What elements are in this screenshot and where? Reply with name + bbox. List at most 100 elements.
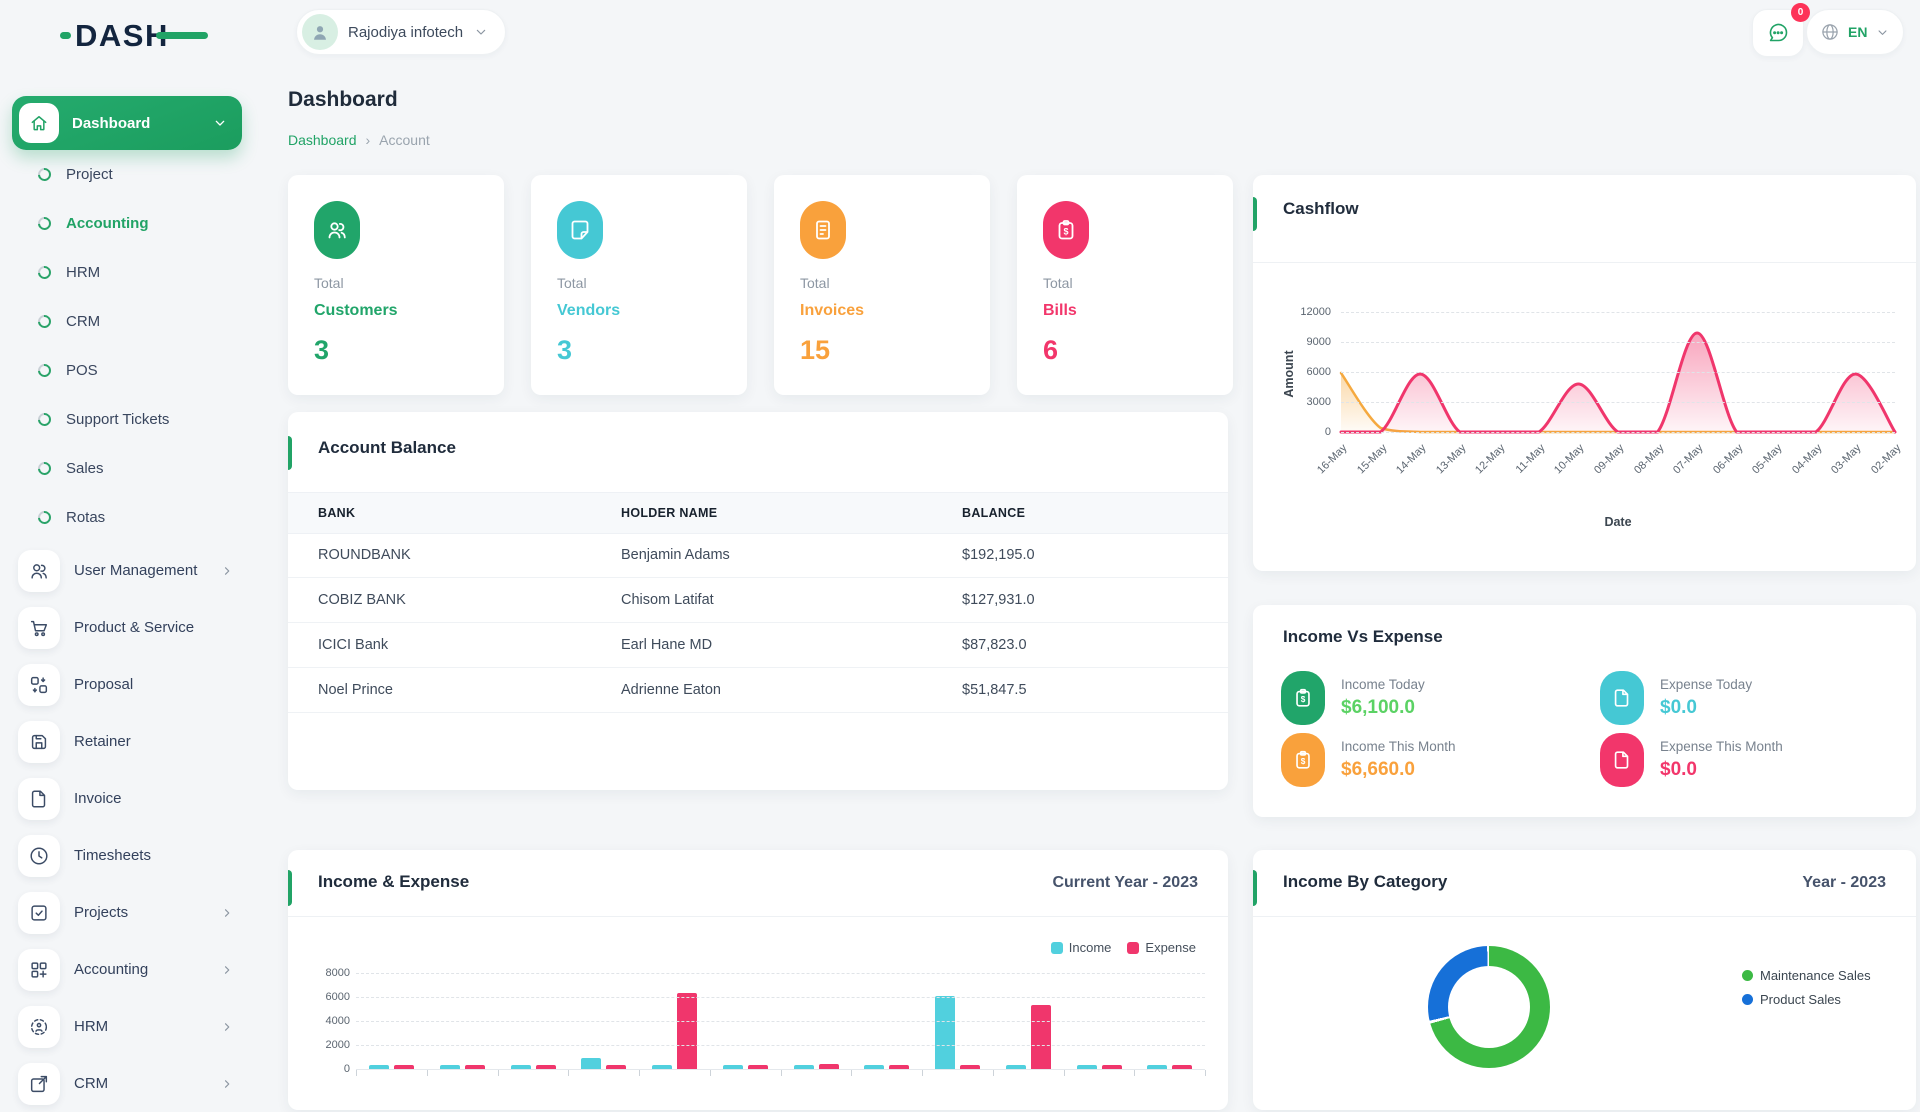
company-name: Rajodiya infotech: [348, 23, 464, 41]
stat-card-vendors: Total Vendors 3: [531, 175, 747, 395]
sidebar-item-accounting[interactable]: Accounting: [12, 199, 244, 248]
chevron-right-icon-slot: [220, 1020, 234, 1034]
bar-income: [369, 1065, 389, 1069]
sidebar-item-crm[interactable]: CRM: [12, 297, 244, 346]
bar-ytick: 8000: [325, 967, 350, 979]
sidebar-item-invoice[interactable]: Invoice: [12, 770, 244, 827]
sidebar-item-proposal[interactable]: Proposal: [12, 656, 244, 713]
sidebar-item-sales[interactable]: Sales: [12, 444, 244, 493]
company-dropdown[interactable]: Rajodiya infotech: [296, 9, 507, 55]
brand-logo: DASH: [60, 18, 208, 53]
sidebar-item-label: Sales: [66, 460, 104, 477]
swap-icon-tile: [18, 663, 60, 706]
sidebar-item-label: Invoice: [74, 790, 122, 807]
table-row: Noel Prince Adrienne Eaton $51,847.5: [288, 667, 1228, 713]
gridline: [1341, 312, 1895, 313]
bullet-icon: [35, 508, 54, 527]
cashflow-ytick: 12000: [1300, 306, 1331, 318]
sidebar-item-dashboard[interactable]: Dashboard: [12, 96, 242, 150]
bank-cell: Noel Prince: [318, 681, 393, 698]
axis-tick: [1205, 1070, 1206, 1076]
ive-value-income-this-month: $6,660.0: [1341, 759, 1415, 780]
sidebar-item-label: Support Tickets: [66, 411, 170, 428]
gridline: [1341, 372, 1895, 373]
save-icon: [31, 734, 47, 749]
bar-income: [1076, 1065, 1097, 1069]
ive-label-income-today: Income Today: [1341, 677, 1425, 692]
chevron-down-icon-slot: [1875, 25, 1890, 40]
sidebar-item-hrm[interactable]: HRM: [12, 998, 244, 1055]
sidebar-item-accounting[interactable]: Accounting: [12, 941, 244, 998]
sidebar-submenu: Project Accounting HRM CRM POS Support Ticket…: [12, 150, 244, 542]
person-icon: [314, 26, 326, 40]
bar-expense: [747, 1065, 768, 1069]
sidebar-item-label: User Management: [74, 562, 198, 579]
grid-plus-icon: [31, 961, 47, 978]
sidebar-item-pos[interactable]: POS: [12, 346, 244, 395]
bullet-icon: [35, 361, 54, 380]
sidebar-item-timesheets[interactable]: Timesheets: [12, 827, 244, 884]
income-expense-period: Current Year - 2023: [1052, 874, 1198, 891]
file-icon: [1614, 751, 1629, 769]
messages-button[interactable]: 0: [1752, 3, 1810, 57]
chevron-right-icon: [224, 1022, 230, 1031]
home-icon: [31, 116, 47, 131]
svg-text:$: $: [1063, 227, 1068, 237]
stat-total-label: Total: [314, 275, 344, 291]
clipboard-dollar-icon-tile: $: [1281, 733, 1325, 787]
bar-expense: [1101, 1065, 1122, 1069]
share-square-icon: [30, 1075, 48, 1092]
legend-label: Maintenance Sales: [1760, 968, 1871, 983]
sidebar-item-label: Timesheets: [74, 847, 151, 864]
table-row: ROUNDBANK Benjamin Adams $192,195.0: [288, 532, 1228, 578]
ive-value-income-today: $6,100.0: [1341, 697, 1415, 718]
gridline: [356, 1069, 1205, 1070]
axis-tick: [709, 1070, 711, 1076]
breadcrumb: Dashboard › Account: [288, 132, 430, 148]
legend-item-expense: Expense: [1127, 940, 1196, 955]
chevron-down-icon-slot: [473, 24, 489, 40]
stat-value: 3: [557, 335, 573, 365]
legend-item-maintenance-sales: Maintenance Sales: [1742, 968, 1871, 983]
bar-income: [439, 1065, 460, 1069]
column-header-balance: BALANCE: [962, 506, 1026, 520]
breadcrumb-link-dashboard[interactable]: Dashboard: [288, 132, 357, 148]
bar-income: [1005, 1065, 1026, 1069]
cart-icon-tile: [18, 606, 60, 649]
income-expense-legend: Income Expense: [1050, 940, 1196, 955]
legend-item-product-sales: Product Sales: [1742, 992, 1841, 1007]
bar-expense: [960, 1065, 980, 1069]
bullet-icon: [35, 312, 54, 331]
bar-expense: [677, 993, 697, 1069]
ive-value-expense-this-month: $0.0: [1660, 759, 1697, 780]
stat-value: 3: [314, 335, 330, 365]
sidebar-item-product-service[interactable]: Product & Service: [12, 599, 244, 656]
sidebar-item-projects[interactable]: Projects: [12, 884, 244, 941]
sidebar-item-hrm[interactable]: HRM: [12, 248, 244, 297]
svg-text:$: $: [1301, 757, 1306, 766]
sidebar-item-support-tickets[interactable]: Support Tickets: [12, 395, 244, 444]
file-icon: [1614, 689, 1629, 707]
axis-tick: [851, 1070, 853, 1076]
holder-cell: Benjamin Adams: [621, 546, 730, 563]
cashflow-card: Cashflow Amount Date 12000 9000 6000 3000 0 1…: [1253, 175, 1916, 571]
gridline: [356, 997, 1205, 998]
bar-ytick: 2000: [325, 1039, 350, 1051]
sidebar-item-label: Proposal: [74, 676, 134, 693]
stat-value: 6: [1043, 335, 1059, 365]
sidebar-item-rotas[interactable]: Rotas: [12, 493, 244, 542]
sidebar-item-retainer[interactable]: Retainer: [12, 713, 244, 770]
language-selector[interactable]: EN: [1806, 9, 1905, 55]
bar-ytick: 6000: [325, 991, 350, 1003]
cashflow-ytick: 9000: [1306, 336, 1331, 348]
sidebar-item-label: Accounting: [66, 215, 149, 232]
file-icon: [31, 789, 46, 808]
users-icon: [31, 563, 47, 579]
legend-swatch: [1050, 941, 1063, 954]
sidebar-item-project[interactable]: Project: [12, 150, 244, 199]
sidebar-item-crm[interactable]: CRM: [12, 1055, 244, 1112]
cashflow-title: Cashflow: [1283, 199, 1359, 218]
gridline: [1341, 432, 1895, 433]
chevron-right-icon: [224, 965, 230, 974]
sidebar-item-user-management[interactable]: User Management: [12, 542, 244, 599]
